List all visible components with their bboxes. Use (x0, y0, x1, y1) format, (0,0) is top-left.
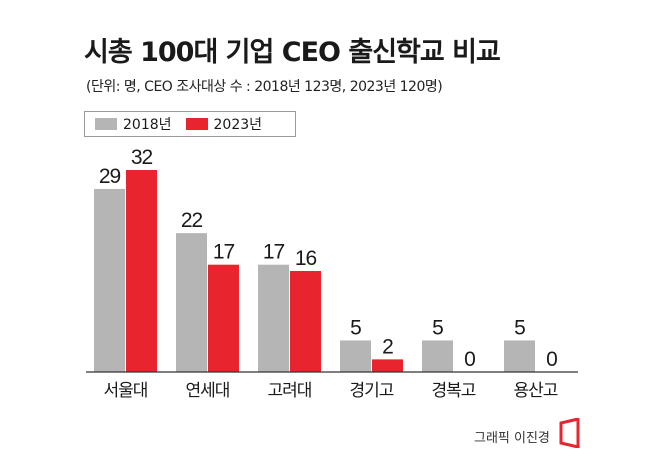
legend: 2018년 2023년 (84, 111, 296, 137)
value-label-2018-5: 5 (514, 316, 525, 339)
value-label-2018-2: 17 (263, 241, 285, 264)
bar-2018-2 (258, 264, 289, 372)
value-label-2023-1: 17 (213, 241, 235, 264)
bar-2018-3 (340, 340, 371, 372)
bar-2023-3 (372, 359, 403, 372)
legend-item-2018: 2018년 (95, 114, 172, 134)
bar-2018-4 (422, 340, 453, 372)
value-label-2023-5: 0 (546, 348, 557, 371)
value-label-2018-1: 22 (181, 209, 203, 232)
category-label-5: 용산고 (514, 381, 558, 401)
bar-2018-0 (94, 188, 125, 372)
legend-swatch-2018 (95, 118, 117, 130)
legend-item-2023: 2023년 (185, 114, 263, 134)
value-label-2018-3: 5 (350, 316, 361, 339)
category-label-4: 경복고 (432, 381, 476, 401)
category-label-1: 연세대 (186, 381, 230, 401)
bar-2023-2 (290, 271, 321, 372)
bar-2023-1 (208, 264, 239, 372)
value-label-2023-0: 32 (131, 146, 153, 169)
value-label-2018-4: 5 (432, 316, 443, 339)
publisher-logo-icon (559, 418, 580, 448)
chart-subtitle: (단위: 명, CEO 조사대상 수 : 2018년 123명, 2023년 1… (86, 79, 443, 95)
category-label-3: 경기고 (350, 381, 394, 401)
chart-title: 시총 100대 기업 CEO 출신학교 비교 (84, 37, 501, 68)
category-label-2: 고려대 (268, 381, 312, 401)
bar-2018-5 (504, 340, 535, 372)
value-label-2023-2: 16 (295, 247, 317, 270)
legend-label-2023: 2023년 (213, 117, 263, 133)
value-label-2018-0: 29 (99, 165, 121, 188)
legend-swatch-2023 (185, 118, 208, 130)
value-label-2023-3: 2 (382, 335, 393, 358)
bar-2018-1 (176, 233, 207, 372)
category-label-0: 서울대 (104, 381, 148, 401)
value-label-2023-4: 0 (464, 348, 475, 371)
graphic-credit: 그래픽 이진경 (474, 431, 550, 446)
legend-label-2018: 2018년 (123, 117, 172, 133)
bar-2023-0 (126, 170, 157, 372)
